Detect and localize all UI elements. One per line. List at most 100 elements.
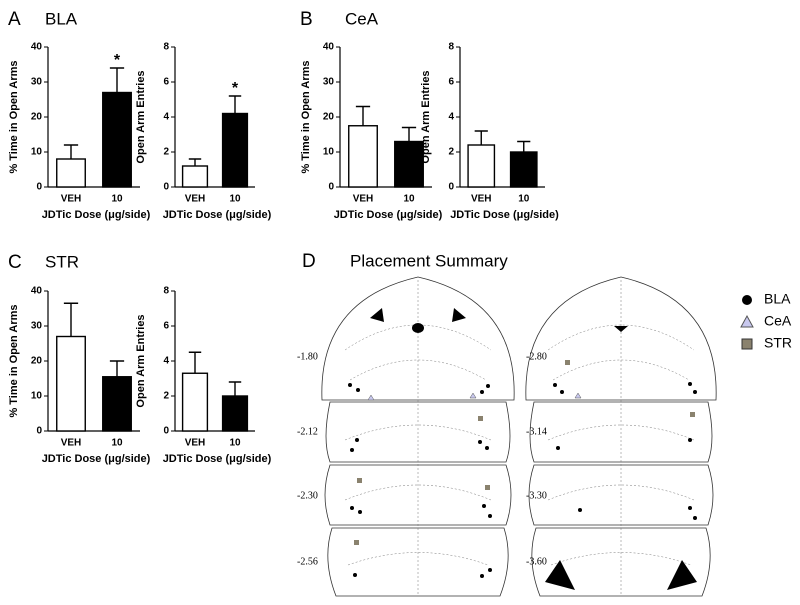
y-tick-label: 0 — [448, 182, 454, 193]
y-axis-label: Open Arm Entries — [135, 70, 147, 163]
x-tick-label: VEH — [185, 194, 206, 205]
error-bar — [188, 351, 202, 374]
legend-marker — [741, 338, 753, 350]
placement-dots — [348, 360, 697, 578]
bregma-label: -3.60 — [526, 556, 547, 567]
brain-right — [525, 276, 717, 597]
x-tick-label: VEH — [471, 194, 492, 205]
y-tick-label: 30 — [323, 77, 335, 88]
error-bar — [188, 158, 202, 166]
legend-marker — [740, 314, 754, 328]
error-bar — [109, 360, 125, 377]
panel-letter: D — [302, 251, 316, 272]
bar — [102, 91, 132, 188]
error-bar — [228, 95, 242, 114]
y-tick-label: 4 — [163, 112, 169, 123]
bar — [102, 376, 132, 432]
error-bar — [474, 130, 488, 145]
y-tick-label: 0 — [163, 426, 169, 437]
bar — [56, 335, 86, 432]
y-tick-label: 6 — [163, 321, 169, 332]
panel-title: BLA — [45, 9, 78, 28]
y-tick-label: 30 — [31, 321, 43, 332]
x-tick-label: 10 — [229, 194, 241, 205]
panel-letter: B — [300, 9, 313, 30]
x-tick-label: 10 — [111, 194, 123, 205]
y-tick-label: 10 — [31, 391, 43, 402]
bregma-label: -3.14 — [526, 426, 547, 437]
bregma-label: -2.80 — [526, 351, 547, 362]
x-axis-label: JDTic Dose (μg/side) — [42, 209, 151, 221]
x-tick-label: 10 — [229, 438, 241, 449]
y-tick-label: 8 — [448, 42, 454, 53]
y-tick-label: 10 — [323, 147, 335, 158]
y-tick-label: 10 — [31, 147, 43, 158]
y-tick-label: 20 — [31, 112, 43, 123]
bregma-label: -2.30 — [297, 490, 318, 501]
error-bar — [517, 140, 531, 152]
x-tick-label: 10 — [403, 194, 415, 205]
bregma-label: -1.80 — [297, 351, 318, 362]
bar — [348, 125, 378, 188]
brain-sections — [321, 276, 717, 597]
significance-label: * — [232, 80, 239, 97]
x-axis-label: JDTic Dose (μg/side) — [450, 209, 559, 221]
y-tick-label: 40 — [31, 286, 43, 297]
error-bar — [63, 144, 79, 159]
y-tick-label: 0 — [36, 426, 42, 437]
legend-label: CeA — [764, 313, 792, 329]
panel-letter: A — [8, 9, 21, 30]
error-bar — [401, 126, 417, 142]
error-bar — [63, 302, 79, 337]
x-axis-label: JDTic Dose (μg/side) — [42, 453, 151, 465]
y-axis-label: % Time in Open Arms — [8, 304, 20, 417]
brain-left — [321, 276, 515, 597]
bar — [181, 372, 209, 432]
y-axis-label: % Time in Open Arms — [8, 60, 20, 173]
legend-marker — [742, 295, 752, 305]
y-tick-label: 8 — [163, 286, 169, 297]
bregma-label: -2.12 — [297, 426, 318, 437]
y-axis-label: % Time in Open Arms — [300, 60, 312, 173]
x-axis-label: JDTic Dose (μg/side) — [163, 209, 272, 221]
x-tick-label: VEH — [61, 438, 82, 449]
panel-title: CeA — [345, 9, 379, 28]
bar — [509, 151, 538, 188]
y-tick-label: 30 — [31, 77, 43, 88]
bregma-label: -2.56 — [297, 556, 318, 567]
y-tick-label: 2 — [163, 147, 169, 158]
panel-title: Placement Summary — [350, 251, 508, 270]
x-axis-label: JDTic Dose (μg/side) — [163, 453, 272, 465]
x-tick-label: VEH — [185, 438, 206, 449]
error-bar — [109, 67, 125, 93]
y-tick-label: 40 — [323, 42, 335, 53]
legend-label: STR — [764, 335, 792, 351]
panel-title: STR — [45, 252, 79, 271]
y-tick-label: 0 — [328, 182, 334, 193]
significance-label: * — [114, 52, 121, 69]
y-tick-label: 20 — [31, 356, 43, 367]
error-bar — [228, 381, 242, 396]
bar — [221, 112, 249, 188]
bar — [56, 158, 86, 188]
y-tick-label: 0 — [163, 182, 169, 193]
error-bar — [355, 105, 371, 126]
x-tick-label: VEH — [61, 194, 82, 205]
y-tick-label: 4 — [448, 112, 454, 123]
bar — [221, 395, 249, 432]
x-axis-label: JDTic Dose (μg/side) — [334, 209, 443, 221]
y-tick-label: 40 — [31, 42, 43, 53]
x-tick-label: 10 — [111, 438, 123, 449]
y-tick-label: 2 — [448, 147, 454, 158]
y-tick-label: 20 — [323, 112, 335, 123]
y-tick-label: 6 — [163, 77, 169, 88]
y-tick-label: 6 — [448, 77, 454, 88]
legend-label: BLA — [764, 291, 791, 307]
bregma-label: -3.30 — [526, 490, 547, 501]
y-tick-label: 2 — [163, 391, 169, 402]
x-tick-label: VEH — [353, 194, 374, 205]
y-tick-label: 4 — [163, 356, 169, 367]
bar — [467, 144, 496, 188]
y-tick-label: 8 — [163, 42, 169, 53]
